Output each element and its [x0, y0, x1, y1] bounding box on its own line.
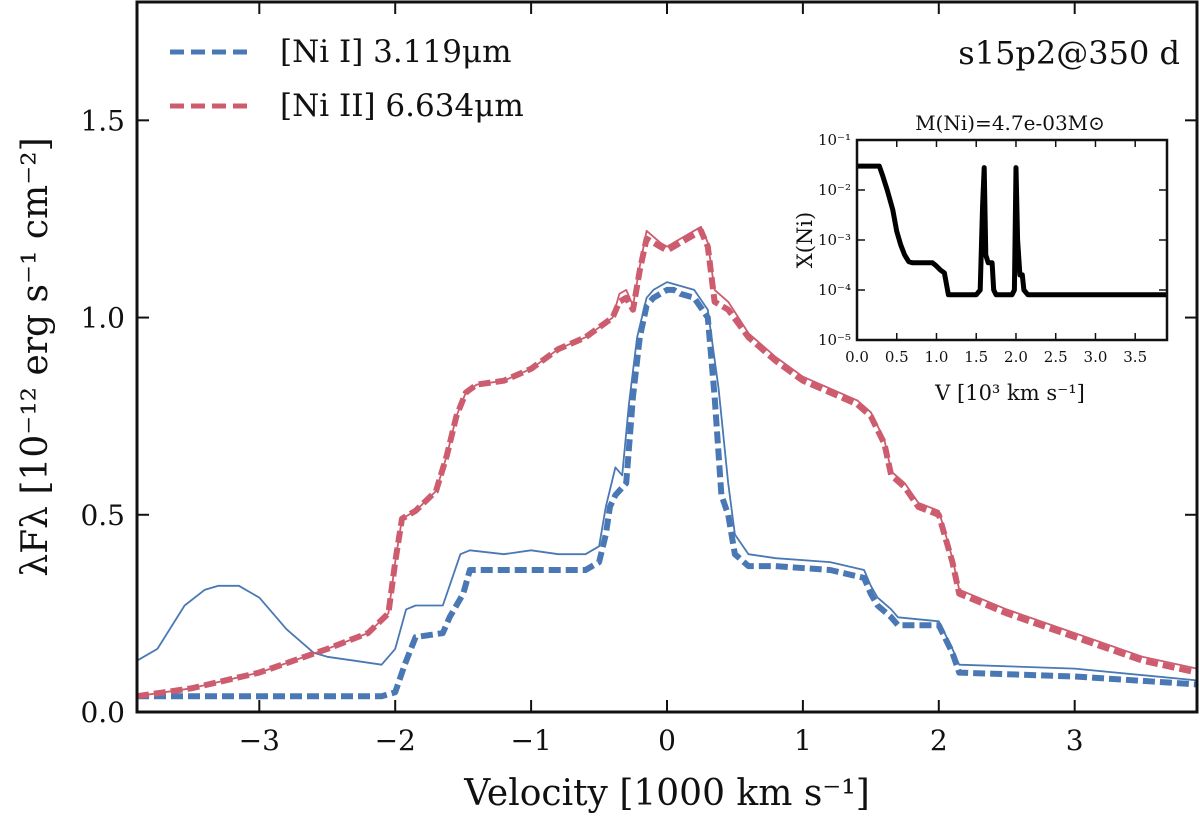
inset-series-line-0 [857, 163, 1167, 298]
x-tick-label: 3 [1066, 724, 1084, 757]
inset-y-tick-label: 10⁻¹ [818, 131, 851, 149]
inset-frame [855, 138, 1169, 342]
inset-x-tick-label: 0.0 [845, 348, 869, 366]
inset-y-tick-label: 10⁻⁴ [818, 281, 851, 299]
inset-x-tick-label: 3.0 [1084, 348, 1108, 366]
x-tick-label: −3 [239, 724, 280, 757]
inset-y-tick-label: 10⁻³ [818, 231, 851, 249]
inset-x-tick-label: 1.0 [925, 348, 949, 366]
x-tick-label: 0 [658, 724, 676, 757]
inset-y-tick-label: 10⁻² [818, 181, 851, 199]
main-ticks-group: −3 −2 −1 0 1 2 3 0.0 0.5 1.0 1.5 [80, 2, 1197, 757]
inset-plot: 0.0 0.5 1.0 1.5 2.0 2.5 3.0 3.5 10⁻⁵ 10⁻⁴ 10⁻³ 10⁻²… [793, 111, 1169, 405]
inset-x-axis-title: V [10³ km s⁻¹] [934, 381, 1085, 405]
x-tick-label: 1 [794, 724, 812, 757]
x-tick-label: −2 [375, 724, 416, 757]
inset-x-tick-label: 1.5 [964, 348, 988, 366]
panel-label: s15p2@350 d [958, 34, 1180, 72]
inset-background [857, 140, 1167, 340]
x-axis-title: Velocity [1000 km s⁻¹] [463, 773, 870, 814]
x-tick-label: 2 [930, 724, 948, 757]
series-line-1 [136, 281, 1198, 682]
inset-y-axis-title: X(Ni) [793, 212, 817, 268]
y-axis-title: λFλ [10⁻¹² erg s⁻¹ cm⁻²] [15, 137, 56, 576]
legend-label-ni-i: [Ni I] 3.119μm [280, 34, 511, 70]
x-tick-label: −1 [510, 724, 551, 757]
inset-x-tick-label: 2.5 [1044, 348, 1068, 366]
legend: [Ni I] 3.119μm [Ni II] 6.634μm [170, 34, 524, 124]
legend-label-ni-ii: [Ni II] 6.634μm [280, 88, 524, 124]
y-tick-label: 1.5 [80, 104, 125, 137]
legend-entry-ni-ii: [Ni II] 6.634μm [170, 88, 524, 124]
series-line-0 [137, 286, 1198, 700]
inset-x-tick-label: 0.5 [885, 348, 909, 366]
inset-x-tick-label: 3.5 [1123, 348, 1147, 366]
inset-x-tick-label: 2.0 [1004, 348, 1028, 366]
inset-y-tick-label: 10⁻⁵ [818, 331, 851, 349]
inset-title: M(Ni)=4.7e-03M⊙ [915, 111, 1105, 135]
legend-entry-ni-i: [Ni I] 3.119μm [170, 34, 511, 70]
y-tick-label: 0.0 [80, 696, 125, 729]
inset-series-group [857, 163, 1167, 298]
series-line-3 [136, 225, 1198, 698]
inset-ticks-group: 0.0 0.5 1.0 1.5 2.0 2.5 3.0 3.5 10⁻⁵ 10⁻⁴ 10⁻³ 10⁻²… [818, 131, 1167, 366]
main-plot-frame [135, 0, 1199, 714]
main-series-group [136, 225, 1198, 700]
main-plot: −3 −2 −1 0 1 2 3 0.0 0.5 1.0 1.5 Velocity [1000 km… [15, 0, 1199, 814]
y-tick-label: 0.5 [80, 499, 125, 532]
y-tick-label: 1.0 [80, 302, 125, 335]
